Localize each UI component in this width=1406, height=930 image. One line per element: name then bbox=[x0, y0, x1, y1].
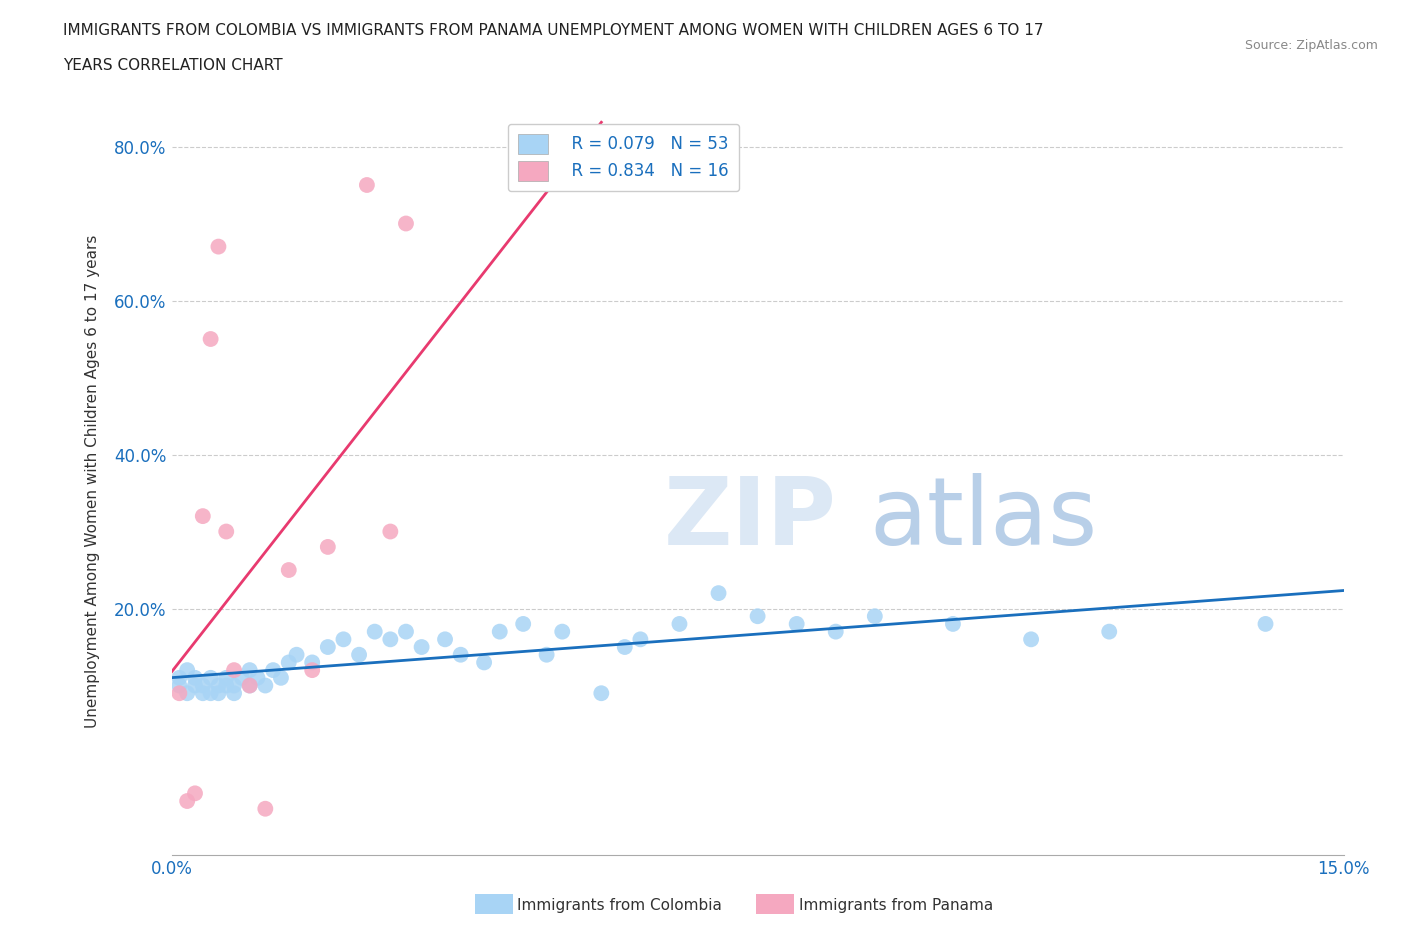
Point bbox=[191, 685, 214, 700]
Text: Source: ZipAtlas.com: Source: ZipAtlas.com bbox=[1244, 39, 1378, 52]
Point bbox=[239, 678, 262, 693]
Point bbox=[277, 655, 299, 670]
Point bbox=[824, 624, 846, 639]
Point bbox=[285, 647, 308, 662]
Point bbox=[215, 671, 238, 685]
Point bbox=[200, 671, 222, 685]
Point bbox=[207, 239, 229, 254]
Point bbox=[207, 685, 229, 700]
Point bbox=[184, 678, 207, 693]
Point bbox=[863, 609, 886, 624]
Point bbox=[301, 655, 323, 670]
Point bbox=[176, 793, 198, 808]
Point bbox=[488, 624, 510, 639]
Point bbox=[222, 678, 245, 693]
Point bbox=[277, 563, 299, 578]
Point bbox=[450, 647, 472, 662]
Point bbox=[184, 786, 207, 801]
Point bbox=[270, 671, 292, 685]
Point bbox=[1254, 617, 1277, 631]
Point bbox=[254, 802, 277, 817]
Text: atlas: atlas bbox=[869, 472, 1097, 565]
Point bbox=[239, 678, 262, 693]
Point bbox=[316, 539, 339, 554]
Point bbox=[395, 624, 418, 639]
Point bbox=[411, 640, 433, 655]
Text: IMMIGRANTS FROM COLOMBIA VS IMMIGRANTS FROM PANAMA UNEMPLOYMENT AMONG WOMEN WITH: IMMIGRANTS FROM COLOMBIA VS IMMIGRANTS F… bbox=[63, 23, 1043, 38]
Point bbox=[222, 663, 245, 678]
Point bbox=[591, 685, 613, 700]
Text: ZIP: ZIP bbox=[664, 472, 837, 565]
Point bbox=[347, 647, 370, 662]
Point bbox=[207, 678, 229, 693]
Point bbox=[472, 655, 495, 670]
Point bbox=[231, 671, 253, 685]
Point bbox=[222, 685, 245, 700]
Point bbox=[191, 509, 214, 524]
Point bbox=[176, 663, 198, 678]
Point bbox=[707, 586, 730, 601]
Point bbox=[551, 624, 574, 639]
Text: Immigrants from Colombia: Immigrants from Colombia bbox=[517, 898, 723, 913]
Point bbox=[169, 678, 191, 693]
Point bbox=[364, 624, 387, 639]
Point bbox=[176, 685, 198, 700]
Point bbox=[1019, 631, 1042, 646]
Point bbox=[215, 525, 238, 539]
Point bbox=[512, 617, 534, 631]
Point bbox=[786, 617, 808, 631]
Point bbox=[246, 671, 269, 685]
Text: Immigrants from Panama: Immigrants from Panama bbox=[799, 898, 993, 913]
Point bbox=[169, 671, 191, 685]
Point bbox=[254, 678, 277, 693]
Point bbox=[262, 663, 284, 678]
Point bbox=[668, 617, 690, 631]
Point bbox=[169, 685, 191, 700]
Point bbox=[395, 216, 418, 231]
Point bbox=[942, 617, 965, 631]
Point bbox=[184, 671, 207, 685]
Legend:   R = 0.079   N = 53,   R = 0.834   N = 16: R = 0.079 N = 53, R = 0.834 N = 16 bbox=[508, 124, 740, 192]
Point bbox=[536, 647, 558, 662]
Point bbox=[613, 640, 636, 655]
Point bbox=[628, 631, 651, 646]
Point bbox=[332, 631, 354, 646]
Y-axis label: Unemployment Among Women with Children Ages 6 to 17 years: Unemployment Among Women with Children A… bbox=[86, 234, 100, 728]
Point bbox=[191, 678, 214, 693]
Point bbox=[380, 525, 402, 539]
Point bbox=[434, 631, 457, 646]
Point bbox=[356, 178, 378, 193]
Point bbox=[215, 678, 238, 693]
Point bbox=[200, 332, 222, 347]
Point bbox=[1098, 624, 1121, 639]
Point bbox=[747, 609, 769, 624]
Point bbox=[239, 663, 262, 678]
Point bbox=[301, 663, 323, 678]
Point bbox=[380, 631, 402, 646]
Text: YEARS CORRELATION CHART: YEARS CORRELATION CHART bbox=[63, 58, 283, 73]
Point bbox=[200, 685, 222, 700]
Point bbox=[316, 640, 339, 655]
